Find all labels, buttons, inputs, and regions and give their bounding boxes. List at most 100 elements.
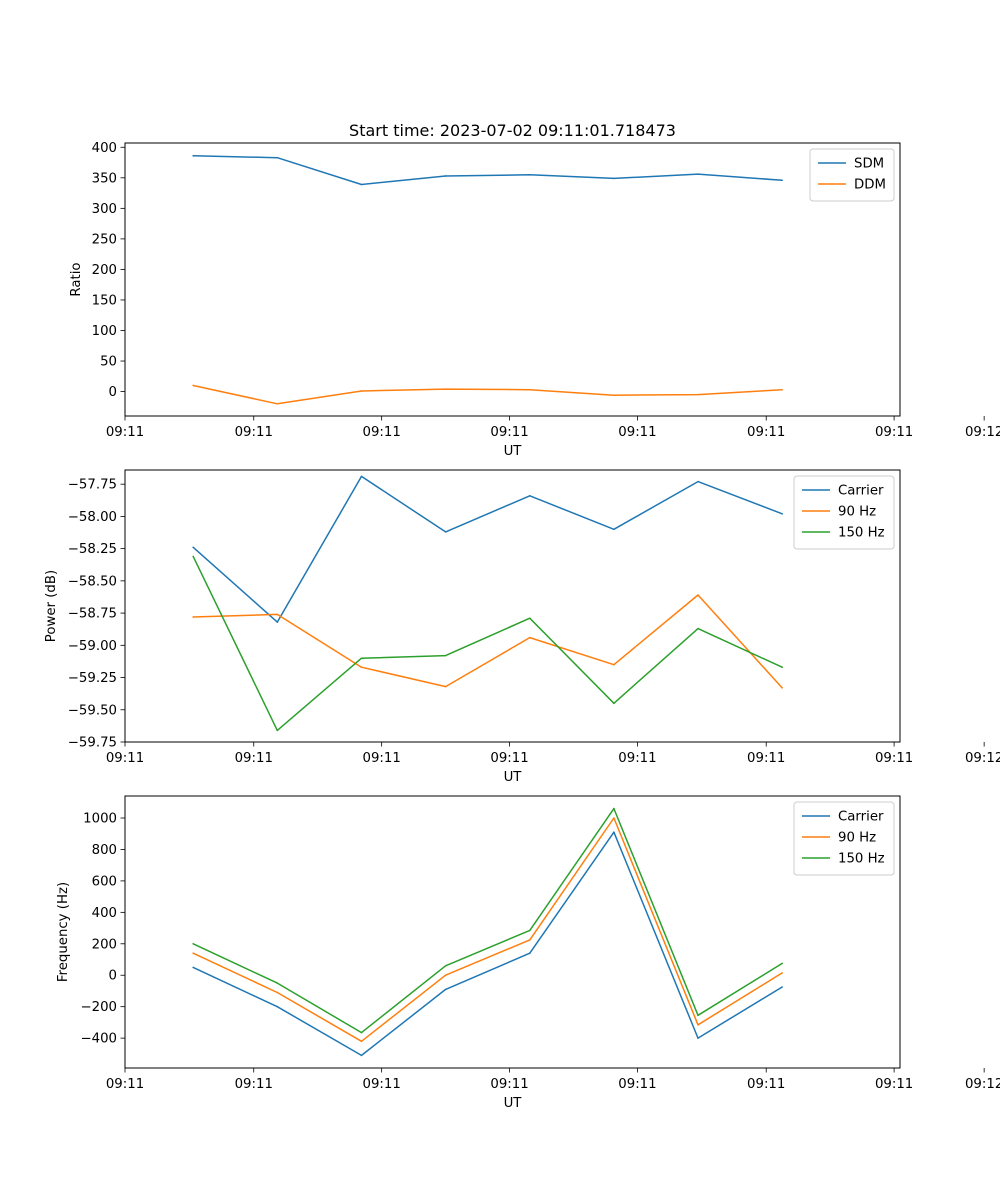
panel-3-series-carrier-point: [781, 986, 783, 988]
panel-2: 09:11 09:11 09:11 09:11 09:11 09:11 09:11 09:12…: [44, 469, 1000, 785]
panel-3-y-tick-label: 600: [92, 874, 117, 889]
panel-1-y-tick-label: 50: [100, 355, 117, 370]
panel-1-x-tick-label: 09:11: [747, 425, 785, 440]
panel-3-series-carrier-point: [528, 952, 531, 955]
panel-1-series-ddm-line: [193, 384, 783, 405]
panel-3-series-90-hz-point: [781, 972, 783, 974]
panel-1-series-sdm-point: [192, 155, 194, 157]
panel-3-y-tick-label: 400: [92, 906, 117, 921]
panel-1-series-sdm-point: [276, 156, 279, 159]
panel-2-y-tick-label: −59.00: [68, 639, 117, 654]
panel-3-series-150-hz-point: [613, 807, 615, 810]
panel-2-series-150-hz-point: [444, 654, 447, 657]
panel-3-series-90-hz-line: [192, 817, 783, 1043]
panel-1-x-tick-label: 09:11: [362, 425, 400, 440]
panel-2-series-90-hz-point: [360, 666, 363, 669]
panel-3-series-carrier-point: [697, 1037, 699, 1039]
panel-1-y-tick-label: 100: [92, 324, 117, 339]
panel-2-series-carrier-line: [192, 475, 783, 623]
panel-1-series-ddm-point: [528, 388, 531, 391]
panel-2-y-axis-label: Power (dB): [44, 570, 59, 642]
panel-3: 09:11 09:11 09:11 09:11 09:11 09:11 09:11 09:12…: [56, 795, 1000, 1111]
panel-2-x-tick-label: 09:11: [490, 751, 528, 766]
panel-2-series-150-hz-point: [613, 702, 615, 705]
panel-1-series-ddm-point: [613, 394, 615, 397]
panel-2-series-carrier-point: [276, 621, 279, 623]
panel-2-series-carrier-point: [192, 546, 194, 549]
panel-3-legend-label: Carrier: [838, 810, 884, 825]
panel-3-series-carrier-line: [192, 831, 783, 1057]
panel-2-series-90-hz-point: [444, 685, 447, 688]
panel-2-series-carrier-point: [697, 480, 699, 483]
panel-1-y-tick-label: 300: [92, 202, 117, 217]
panel-1-legend-box: [809, 148, 895, 202]
panel-1-y-axis-label: Ratio: [69, 262, 84, 296]
panel-1-x-tick-label: 09:11: [235, 425, 273, 440]
panel-3-series-150-hz-point: [781, 962, 783, 965]
panel-3-series-carrier-point: [613, 831, 615, 833]
panel-3-x-tick-label: 09:11: [875, 1077, 913, 1092]
panel-2-series-90-hz-point: [781, 687, 783, 689]
panel-3-series-150-hz-point: [192, 942, 194, 945]
panel-1-series-ddm-point: [276, 402, 279, 405]
panel-3-x-tick-label: 09:11: [490, 1077, 528, 1092]
panel-2-y-tick-label: −57.75: [68, 478, 117, 493]
panel-3-series-90-hz-point: [276, 991, 279, 994]
panel-2-x-tick-label: 09:11: [235, 751, 273, 766]
panel-3-series-90-hz-point: [192, 952, 194, 955]
panel-3-series-carrier-point: [192, 966, 194, 969]
panel-2-series-carrier-point: [528, 494, 531, 497]
panel-1-y-tick-label: 350: [92, 171, 117, 186]
panel-3-y-tick-label: 1000: [83, 812, 117, 827]
panel-2-legend-label: Carrier: [838, 484, 884, 499]
panel-3-axes-frame: [124, 795, 901, 1069]
panel-2-series-90-hz-point: [276, 613, 279, 616]
panel-2-series-90-hz-point: [697, 594, 699, 596]
panel-2-series-carrier-point: [613, 528, 615, 531]
panel-1-x-tick-label: 09:11: [875, 425, 913, 440]
panel-1-series-sdm-point: [613, 177, 615, 180]
panel-2-y-tick-label: −58.00: [68, 510, 117, 525]
panel-1-x-axis-label: UT: [504, 444, 523, 459]
panel-3-legend-label: 150 Hz: [838, 852, 885, 867]
panel-2-series-150-hz-point: [528, 617, 531, 620]
panel-1-series-ddm-point: [697, 393, 699, 396]
panel-3-legend-label: 90 Hz: [838, 831, 876, 846]
panel-3-series-150-hz-point: [360, 1031, 363, 1034]
panel-3-series-90-hz-point: [360, 1040, 363, 1043]
panel-1-series-ddm-point: [781, 388, 783, 391]
panel-2-series-90-hz-line: [193, 594, 783, 689]
panel-1-series-sdm-point: [781, 179, 783, 182]
panel-2-series-90-hz-point: [528, 636, 531, 639]
panel-1-y-tick-label: 0: [109, 385, 117, 400]
panel-2-series-150-hz-line: [192, 556, 783, 732]
panel-1-x-tick-label: 09:11: [618, 425, 656, 440]
panel-1-axes-frame: [124, 142, 901, 417]
panel-2-y-tick-label: −58.25: [68, 542, 117, 557]
panel-2-legend-box: [793, 475, 895, 550]
panel-3-series-90-hz-point: [697, 1023, 699, 1026]
panel-1-x-tick-label: 09:11: [490, 425, 528, 440]
panel-2-x-axis-label: UT: [504, 770, 523, 785]
panel-2-series-150-hz-point: [276, 729, 279, 732]
panel-3-series-150-hz-point: [276, 982, 279, 984]
panel-2-series-90-hz-point: [192, 616, 194, 618]
panel-3-series-carrier-point: [360, 1054, 363, 1057]
panel-3-x-tick-label: 09:11: [235, 1077, 273, 1092]
panel-1-series-ddm-point: [444, 388, 447, 390]
panel-2-x-tick-label: 09:11: [106, 751, 144, 766]
panel-3-series-150-hz-point: [697, 1014, 699, 1017]
panel-3-y-tick-label: −400: [80, 1032, 117, 1047]
panel-3-series-150-hz-line: [192, 807, 783, 1034]
panel-2-series-carrier-point: [444, 531, 447, 533]
panel-2-x-tick-label: 09:11: [618, 751, 656, 766]
panel-2-x-tick-label: 09:12: [965, 751, 1000, 766]
panel-3-y-axis-label: Frequency (Hz): [56, 882, 71, 982]
panel-3-x-axis-label: UT: [504, 1096, 523, 1111]
panel-2-series-150-hz-point: [192, 555, 194, 558]
panel-2-y-tick-label: −59.75: [68, 736, 117, 751]
panel-2-y-tick-label: −58.50: [68, 574, 117, 589]
panel-1-legend-label: DDM: [854, 178, 886, 193]
